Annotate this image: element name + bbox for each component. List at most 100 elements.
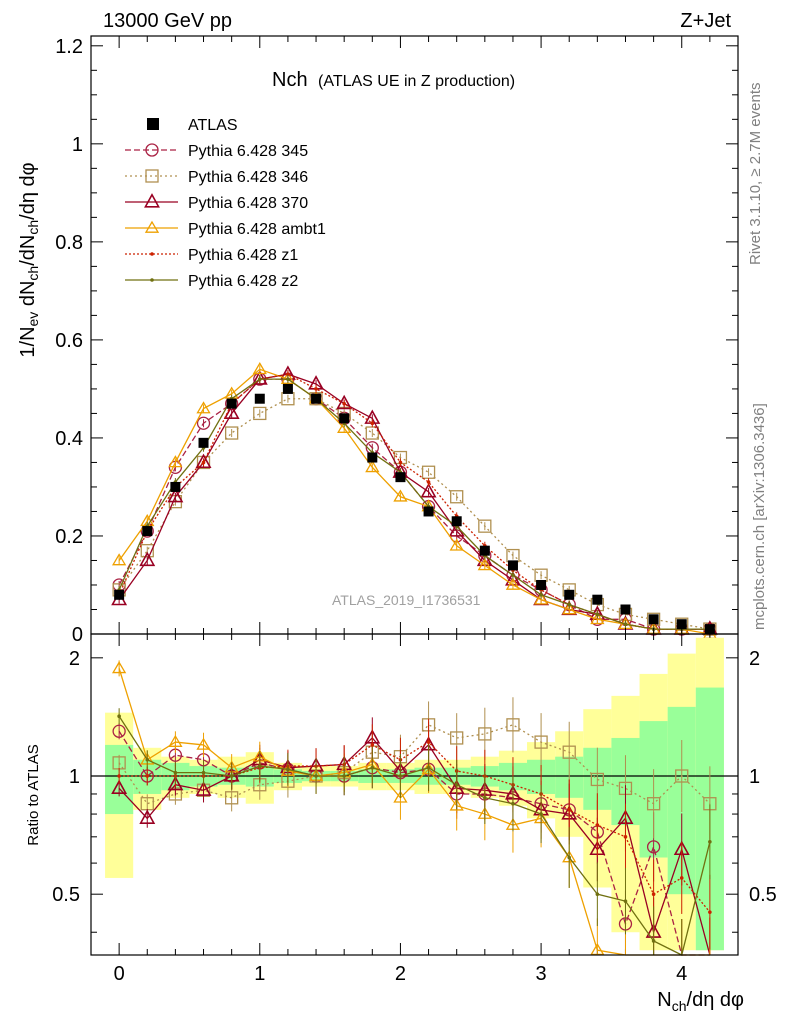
marker-dot	[314, 387, 318, 391]
ratio-line	[118, 737, 711, 956]
marker-dot	[201, 460, 206, 465]
y-tick-label: 0.8	[55, 232, 83, 254]
marker-dot	[314, 774, 318, 778]
marker-triangle-small	[562, 602, 577, 615]
legend-label: Pythia 6.428 z2	[188, 273, 298, 290]
ratio-y-tick-label-right: 0.5	[749, 884, 777, 906]
ratio-y-tick-label: 0.5	[52, 884, 80, 906]
title-main: Nch	[272, 69, 308, 91]
legend-label: Pythia 6.428 ambt1	[188, 221, 326, 238]
ratio-panel: 0 1 2 3 4 0.5 0.5 1 1 2 2	[52, 633, 777, 985]
marker-triangle	[111, 779, 128, 794]
marker-dot	[426, 740, 431, 744]
y-tick-label: 0.6	[55, 330, 83, 352]
marker-square	[562, 745, 576, 759]
marker-dot	[145, 774, 150, 778]
marker-dot	[483, 796, 487, 800]
marker-dot	[426, 480, 431, 484]
marker-triangle	[223, 404, 240, 420]
data-point	[592, 594, 603, 605]
marker-triangle-small	[533, 592, 549, 605]
marker-dot	[623, 622, 628, 626]
ratio-line	[119, 741, 711, 913]
data-point	[423, 506, 434, 517]
marker-dot	[623, 835, 628, 839]
data-point	[142, 526, 153, 537]
legend: ATLAS Pythia 6.428 345 Pythia 6.428 346 Pyt…	[125, 117, 326, 290]
marker-square	[225, 426, 239, 440]
marker-dot	[370, 743, 375, 747]
marker-triangle-small	[505, 577, 521, 590]
marker-dot	[595, 612, 600, 617]
ratio-y-tick-label: 1	[69, 766, 80, 788]
marker-triangle-small	[280, 371, 296, 384]
marker-dot	[229, 774, 234, 778]
marker-triangle	[139, 809, 156, 824]
marker-square	[590, 772, 604, 787]
x-tick-label: 3	[536, 963, 547, 985]
marker-dot	[708, 839, 712, 844]
marker-dot	[426, 765, 431, 770]
legend-label: Pythia 6.428 z1	[188, 247, 298, 264]
marker-triangle-small	[365, 460, 380, 473]
marker-dot	[539, 812, 543, 816]
mcplots-label: mcplots.cern.ch [arXiv:1306.3436]	[751, 403, 768, 630]
marker-square	[646, 797, 661, 811]
marker-dot	[173, 770, 178, 775]
y-tick-label: 0.4	[55, 428, 83, 450]
legend-label: Pythia 6.428 346	[188, 169, 308, 186]
marker-dot	[286, 372, 290, 377]
data-point	[451, 516, 462, 527]
marker-dot	[651, 939, 656, 943]
x-axis-label: Nch/dη dφ	[657, 989, 744, 1014]
marker-square	[145, 169, 159, 183]
marker-dot	[679, 876, 684, 880]
ratio-y-label: Ratio to ATLAS	[25, 744, 42, 845]
legend-label: Pythia 6.428 370	[188, 195, 308, 212]
plot-title: Nch (ATLAS UE in Z production)	[272, 69, 515, 91]
marker-circle	[145, 143, 159, 157]
ratio-y-tick-label: 2	[69, 648, 80, 670]
marker-circle	[196, 416, 211, 430]
marker-triangle	[144, 193, 160, 208]
ratio-line	[118, 668, 710, 956]
data-point	[479, 545, 490, 556]
data-point	[507, 560, 518, 571]
marker-triangle-small	[168, 734, 183, 747]
marker-dot	[117, 774, 121, 778]
marker-triangle	[420, 482, 437, 498]
data-point	[564, 589, 575, 600]
ratio-y-tick-label-right: 1	[749, 766, 760, 788]
y-axis-label: 1/Nev dNch/dNch/dη dφ	[17, 162, 41, 357]
marker-dot	[257, 377, 262, 381]
marker-dot	[511, 801, 515, 806]
legend-marker-data	[147, 118, 159, 130]
marker-dot	[567, 808, 572, 812]
marker-square	[225, 791, 239, 805]
marker-triangle	[336, 394, 353, 410]
y-tick-label: 0.2	[55, 526, 83, 548]
marker-triangle-small	[590, 612, 605, 625]
marker-triangle	[139, 551, 156, 567]
marker-dot	[286, 767, 290, 772]
marker-dot	[539, 592, 543, 597]
marker-triangle-small	[111, 661, 127, 674]
marker-triangle-small	[252, 362, 267, 375]
data-point	[226, 398, 237, 409]
data-point	[648, 614, 659, 625]
marker-dot	[511, 573, 515, 577]
marker-square	[506, 718, 520, 732]
marker-square	[450, 490, 464, 504]
marker-dot	[257, 764, 262, 768]
marker-dot	[708, 910, 712, 914]
y-tick-label: 1	[72, 134, 83, 156]
marker-square	[450, 731, 464, 745]
marker-triangle-small	[449, 798, 464, 811]
marker-dot	[342, 401, 346, 406]
marker-dot	[567, 602, 572, 607]
ratio-frame	[90, 633, 739, 956]
marker-dot	[567, 855, 572, 860]
marker-triangle	[195, 781, 212, 796]
ratio-y-tick-label-right: 2	[749, 648, 760, 670]
